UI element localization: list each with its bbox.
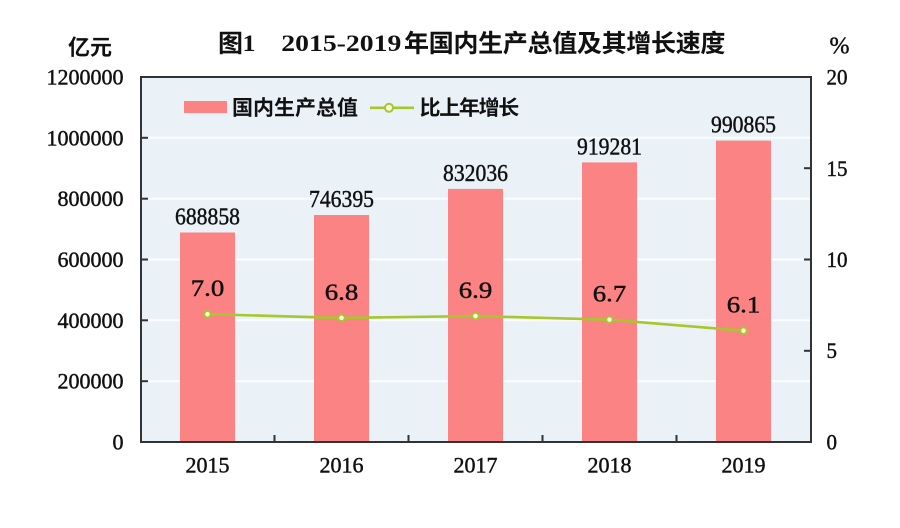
svg-text:2017: 2017 (454, 453, 498, 478)
svg-text:15: 15 (827, 156, 848, 181)
svg-text:2019: 2019 (722, 453, 766, 478)
svg-text:800000: 800000 (58, 186, 124, 211)
svg-text:10: 10 (827, 247, 848, 272)
svg-text:990865: 990865 (711, 113, 776, 139)
svg-text:2016: 2016 (320, 453, 364, 478)
svg-text:6.7: 6.7 (593, 282, 627, 307)
svg-text:832036: 832036 (443, 161, 508, 187)
svg-text:2015-2019: 2015-2019 (281, 31, 401, 57)
svg-text:688858: 688858 (175, 205, 240, 231)
svg-text:200000: 200000 (58, 369, 124, 394)
svg-text:20: 20 (827, 65, 848, 90)
svg-text:6.1: 6.1 (727, 293, 761, 318)
svg-text:600000: 600000 (58, 247, 124, 272)
svg-text:6.8: 6.8 (325, 280, 359, 305)
svg-text:7.0: 7.0 (191, 276, 225, 301)
svg-text:400000: 400000 (58, 308, 124, 333)
svg-text:0: 0 (827, 430, 838, 455)
svg-text:1: 1 (243, 31, 256, 57)
svg-text:5: 5 (827, 338, 838, 363)
svg-text:2015: 2015 (186, 453, 230, 478)
svg-text:1000000: 1000000 (47, 125, 124, 150)
svg-text:2018: 2018 (588, 453, 632, 478)
svg-text:6.9: 6.9 (459, 278, 493, 303)
svg-text:919281: 919281 (577, 134, 642, 160)
svg-text:746395: 746395 (309, 187, 374, 213)
svg-text:0: 0 (113, 430, 124, 455)
svg-text:%: % (830, 34, 850, 60)
svg-text:1200000: 1200000 (47, 65, 124, 90)
